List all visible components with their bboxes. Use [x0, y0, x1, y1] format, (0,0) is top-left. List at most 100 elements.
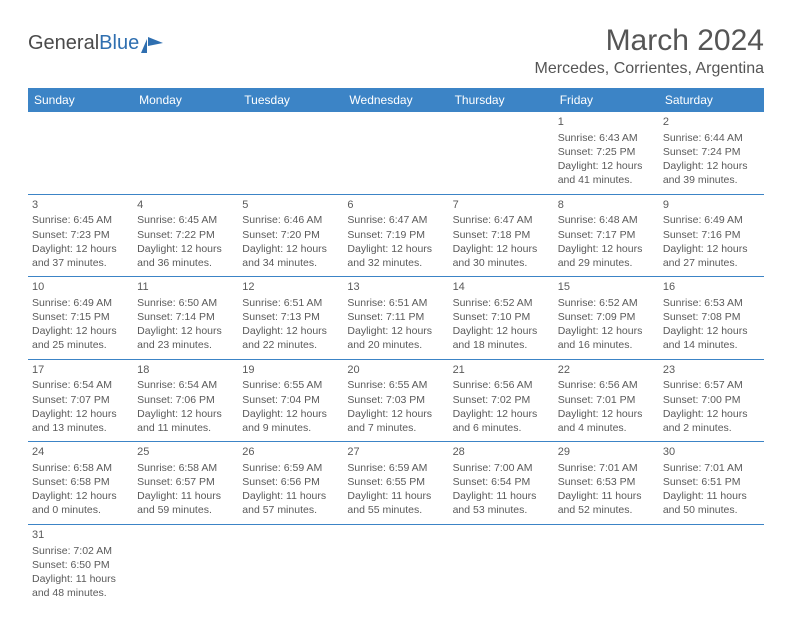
day-number: 27	[347, 445, 444, 460]
day-detail-line: and 9 minutes.	[242, 421, 339, 435]
empty-cell	[238, 524, 343, 606]
day-detail-line: Daylight: 12 hours	[347, 242, 444, 256]
day-detail-line: and 37 minutes.	[32, 256, 129, 270]
day-cell: 20Sunrise: 6:55 AMSunset: 7:03 PMDayligh…	[343, 359, 448, 442]
day-cell: 27Sunrise: 6:59 AMSunset: 6:55 PMDayligh…	[343, 442, 448, 525]
day-number: 28	[453, 445, 550, 460]
day-detail-line: Sunrise: 6:43 AM	[558, 131, 655, 145]
day-detail-line: Sunset: 7:06 PM	[137, 393, 234, 407]
day-detail-line: Sunrise: 6:59 AM	[347, 461, 444, 475]
day-detail-line: and 52 minutes.	[558, 503, 655, 517]
day-detail-line: Sunrise: 6:45 AM	[32, 213, 129, 227]
logo-text-general: General	[28, 32, 99, 55]
day-detail-line: Sunset: 7:23 PM	[32, 228, 129, 242]
day-detail-line: Sunrise: 7:01 AM	[663, 461, 760, 475]
day-detail-line: Sunrise: 6:54 AM	[32, 378, 129, 392]
day-number: 23	[663, 363, 760, 378]
day-detail-line: Sunset: 6:58 PM	[32, 475, 129, 489]
day-detail-line: Sunset: 7:09 PM	[558, 310, 655, 324]
day-cell: 31Sunrise: 7:02 AMSunset: 6:50 PMDayligh…	[28, 524, 133, 606]
weekday-header: Wednesday	[343, 88, 448, 112]
day-detail-line: Sunrise: 6:44 AM	[663, 131, 760, 145]
day-cell: 28Sunrise: 7:00 AMSunset: 6:54 PMDayligh…	[449, 442, 554, 525]
day-number: 14	[453, 280, 550, 295]
day-cell: 12Sunrise: 6:51 AMSunset: 7:13 PMDayligh…	[238, 277, 343, 360]
day-detail-line: Sunset: 7:14 PM	[137, 310, 234, 324]
day-detail-line: Daylight: 12 hours	[453, 242, 550, 256]
empty-cell	[238, 112, 343, 194]
day-detail-line: Sunrise: 6:57 AM	[663, 378, 760, 392]
day-detail-line: Sunset: 7:11 PM	[347, 310, 444, 324]
day-cell: 15Sunrise: 6:52 AMSunset: 7:09 PMDayligh…	[554, 277, 659, 360]
day-detail-line: Daylight: 11 hours	[242, 489, 339, 503]
day-number: 31	[32, 528, 129, 543]
day-cell: 13Sunrise: 6:51 AMSunset: 7:11 PMDayligh…	[343, 277, 448, 360]
empty-cell	[659, 524, 764, 606]
day-detail-line: Daylight: 12 hours	[347, 407, 444, 421]
weekday-header: Friday	[554, 88, 659, 112]
location-label: Mercedes, Corrientes, Argentina	[535, 60, 764, 78]
day-cell: 14Sunrise: 6:52 AMSunset: 7:10 PMDayligh…	[449, 277, 554, 360]
day-detail-line: and 50 minutes.	[663, 503, 760, 517]
day-detail-line: Sunrise: 6:49 AM	[32, 296, 129, 310]
day-number: 30	[663, 445, 760, 460]
day-detail-line: Daylight: 11 hours	[137, 489, 234, 503]
day-detail-line: Sunset: 7:13 PM	[242, 310, 339, 324]
day-detail-line: and 18 minutes.	[453, 338, 550, 352]
day-detail-line: Daylight: 12 hours	[558, 407, 655, 421]
calendar-row: 31Sunrise: 7:02 AMSunset: 6:50 PMDayligh…	[28, 524, 764, 606]
calendar-row: 10Sunrise: 6:49 AMSunset: 7:15 PMDayligh…	[28, 277, 764, 360]
weekday-header: Sunday	[28, 88, 133, 112]
day-cell: 26Sunrise: 6:59 AMSunset: 6:56 PMDayligh…	[238, 442, 343, 525]
day-detail-line: and 55 minutes.	[347, 503, 444, 517]
day-cell: 25Sunrise: 6:58 AMSunset: 6:57 PMDayligh…	[133, 442, 238, 525]
day-detail-line: Daylight: 12 hours	[242, 324, 339, 338]
day-cell: 23Sunrise: 6:57 AMSunset: 7:00 PMDayligh…	[659, 359, 764, 442]
day-detail-line: and 23 minutes.	[137, 338, 234, 352]
day-detail-line: Sunrise: 6:47 AM	[453, 213, 550, 227]
day-cell: 22Sunrise: 6:56 AMSunset: 7:01 PMDayligh…	[554, 359, 659, 442]
day-number: 22	[558, 363, 655, 378]
day-detail-line: Sunrise: 6:56 AM	[453, 378, 550, 392]
month-title: March 2024	[535, 24, 764, 58]
day-detail-line: Daylight: 12 hours	[453, 324, 550, 338]
day-detail-line: Sunset: 7:10 PM	[453, 310, 550, 324]
day-detail-line: Sunrise: 6:52 AM	[558, 296, 655, 310]
day-detail-line: Daylight: 12 hours	[137, 407, 234, 421]
day-cell: 7Sunrise: 6:47 AMSunset: 7:18 PMDaylight…	[449, 194, 554, 277]
day-detail-line: and 25 minutes.	[32, 338, 129, 352]
day-detail-line: Daylight: 12 hours	[663, 407, 760, 421]
logo-text-blue: Blue	[99, 32, 139, 55]
day-number: 24	[32, 445, 129, 460]
day-detail-line: Sunrise: 6:55 AM	[242, 378, 339, 392]
day-detail-line: Sunset: 7:22 PM	[137, 228, 234, 242]
day-number: 4	[137, 198, 234, 213]
day-detail-line: Sunrise: 6:58 AM	[32, 461, 129, 475]
day-detail-line: Daylight: 11 hours	[347, 489, 444, 503]
day-detail-line: and 27 minutes.	[663, 256, 760, 270]
empty-cell	[449, 112, 554, 194]
day-number: 6	[347, 198, 444, 213]
day-number: 13	[347, 280, 444, 295]
day-detail-line: Daylight: 12 hours	[242, 407, 339, 421]
day-detail-line: Sunset: 7:20 PM	[242, 228, 339, 242]
day-detail-line: Sunset: 7:15 PM	[32, 310, 129, 324]
day-cell: 8Sunrise: 6:48 AMSunset: 7:17 PMDaylight…	[554, 194, 659, 277]
day-detail-line: Sunset: 7:17 PM	[558, 228, 655, 242]
day-detail-line: Sunset: 7:08 PM	[663, 310, 760, 324]
day-detail-line: Sunrise: 6:48 AM	[558, 213, 655, 227]
day-detail-line: Sunrise: 6:46 AM	[242, 213, 339, 227]
day-detail-line: Sunset: 7:00 PM	[663, 393, 760, 407]
day-detail-line: Daylight: 12 hours	[558, 324, 655, 338]
day-cell: 6Sunrise: 6:47 AMSunset: 7:19 PMDaylight…	[343, 194, 448, 277]
day-detail-line: Sunrise: 6:45 AM	[137, 213, 234, 227]
day-detail-line: Sunrise: 6:55 AM	[347, 378, 444, 392]
day-detail-line: and 14 minutes.	[663, 338, 760, 352]
day-number: 8	[558, 198, 655, 213]
day-detail-line: Sunset: 6:50 PM	[32, 558, 129, 572]
day-detail-line: Sunset: 7:24 PM	[663, 145, 760, 159]
day-detail-line: Sunrise: 6:49 AM	[663, 213, 760, 227]
weekday-header: Tuesday	[238, 88, 343, 112]
day-detail-line: Sunset: 7:18 PM	[453, 228, 550, 242]
day-cell: 1Sunrise: 6:43 AMSunset: 7:25 PMDaylight…	[554, 112, 659, 194]
